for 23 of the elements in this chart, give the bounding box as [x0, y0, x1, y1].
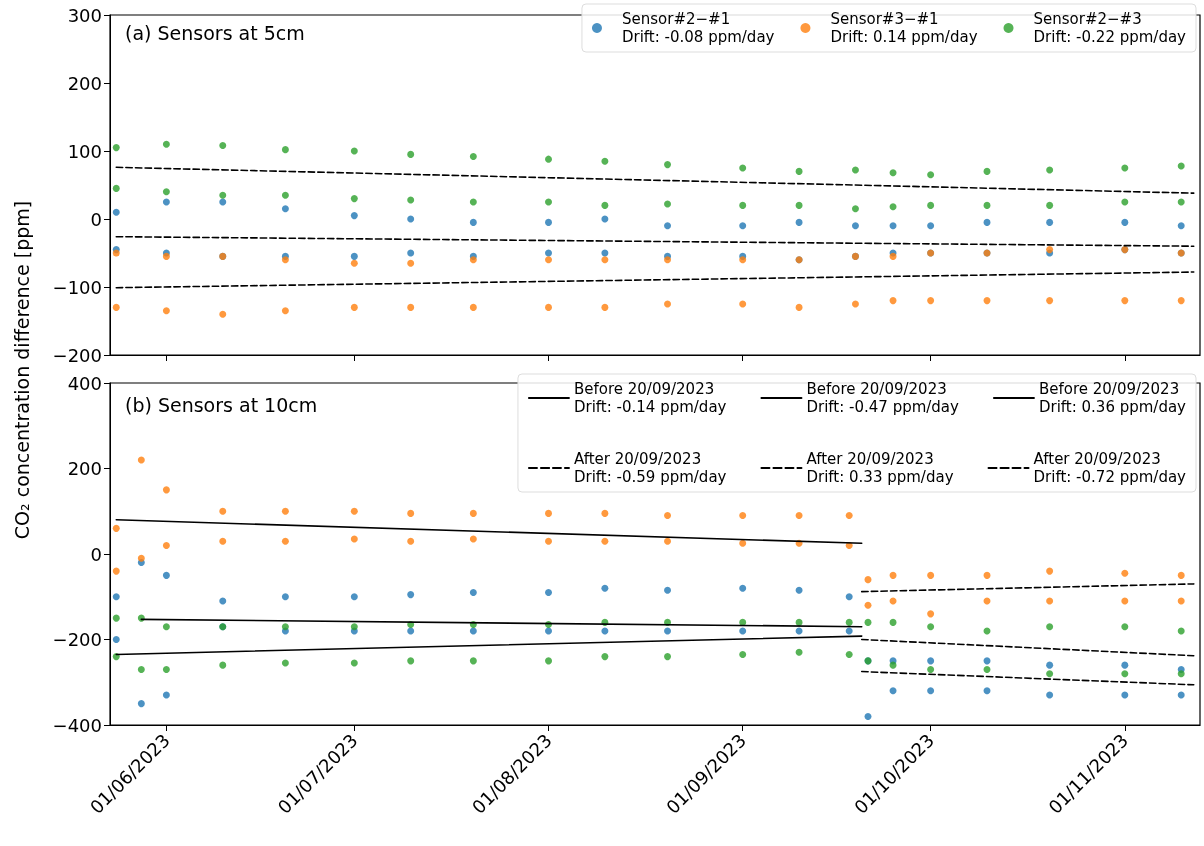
y-tick-label: 400 — [67, 372, 102, 394]
y-tick-label: 200 — [67, 458, 102, 479]
chart-title: (a) Sensors at 5cm — [125, 21, 305, 44]
legend-label: Sensor#2−#1 Drift: -0.08 ppm/day — [621, 10, 775, 46]
legend-label: After 20/09/2023 Drift: 0.33 ppm/day — [806, 450, 954, 486]
y-tick-label: 0 — [90, 543, 102, 565]
legend-label: After 20/09/2023 Drift: -0.72 ppm/day — [1033, 450, 1187, 486]
y-tick-label: −400 — [52, 714, 102, 736]
legend-label: Before 20/09/2023 Drift: -0.14 ppm/day — [573, 380, 727, 416]
text: (b) Sensors at 10cm — [125, 393, 318, 416]
legend-label: Before 20/09/2023 Drift: 0.36 ppm/day — [1038, 380, 1187, 416]
y-tick-label: −200 — [52, 344, 102, 366]
legend-label: Sensor#2−#3 Drift: -0.22 ppm/day — [1033, 10, 1187, 46]
y-axis-title: CO₂ concentration difference [ppm] — [11, 200, 33, 540]
y-tick-label: 200 — [67, 72, 102, 94]
legend-label: Sensor#3−#1 Drift: 0.14 ppm/day — [830, 10, 978, 46]
y-tick-label: −100 — [52, 276, 102, 298]
y-tick-label: −200 — [52, 629, 102, 650]
y-tick-label: 100 — [67, 140, 102, 162]
legend-label: After 20/09/2023 Drift: -0.59 ppm/day — [573, 450, 727, 486]
y-tick-label: 300 — [67, 4, 102, 26]
legend-label: Before 20/09/2023 Drift: -0.47 ppm/day — [806, 380, 960, 416]
y-tick-label: 0 — [90, 208, 102, 230]
